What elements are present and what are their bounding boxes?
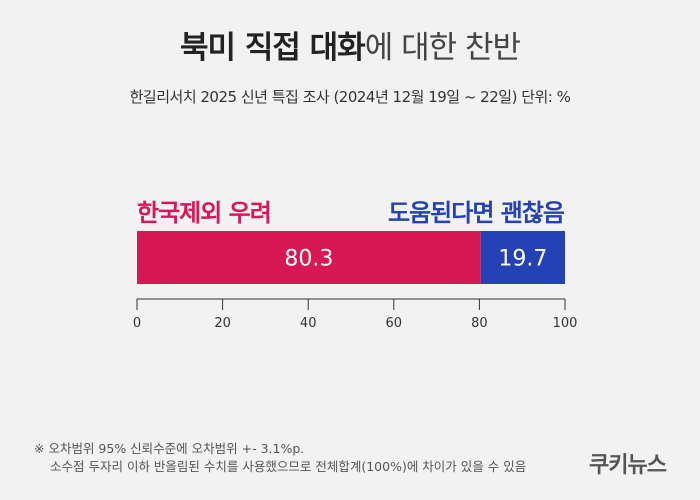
- footnote: ※ 오차범위 95% 신뢰수준에 오차범위 +- 3.1%p. 소수점 두자리 …: [34, 440, 526, 476]
- x-tick-label-3: 60: [386, 316, 403, 331]
- chart-title: 북미 직접 대화에 대한 찬반: [0, 28, 700, 68]
- brand-logo: 쿠키뉴스: [589, 453, 667, 478]
- series-label-negative: 한국제외 우려: [137, 199, 272, 227]
- footnote-line-2: 소수점 두자리 이하 반올림된 수치를 사용했으므로 전체합계(100%)에 차…: [50, 459, 527, 474]
- chart-title-light: 에 대한 찬반: [364, 30, 521, 66]
- series-label-positive: 도움된다면 괜찮음: [388, 199, 565, 227]
- bar-value-label-0: 80.3: [284, 247, 333, 272]
- x-tick-label-2: 40: [300, 316, 317, 331]
- x-tick-label-4: 80: [471, 316, 488, 331]
- x-tick-label-0: 0: [133, 316, 141, 331]
- bar-value-label-1: 19.7: [498, 247, 547, 272]
- bar-segment-1: [480, 231, 565, 284]
- chart-title-bold: 북미 직접 대화: [179, 30, 366, 66]
- x-tick-label-1: 20: [214, 316, 231, 331]
- bar-segment-0: [137, 231, 481, 284]
- footnote-line-1: ※ 오차범위 95% 신뢰수준에 오차범위 +- 3.1%p.: [34, 441, 305, 456]
- x-tick-label-5: 100: [553, 316, 578, 331]
- chart-subtitle: 한길리서치 2025 신년 특집 조사 (2024년 12월 19일 ~ 22일…: [129, 88, 571, 106]
